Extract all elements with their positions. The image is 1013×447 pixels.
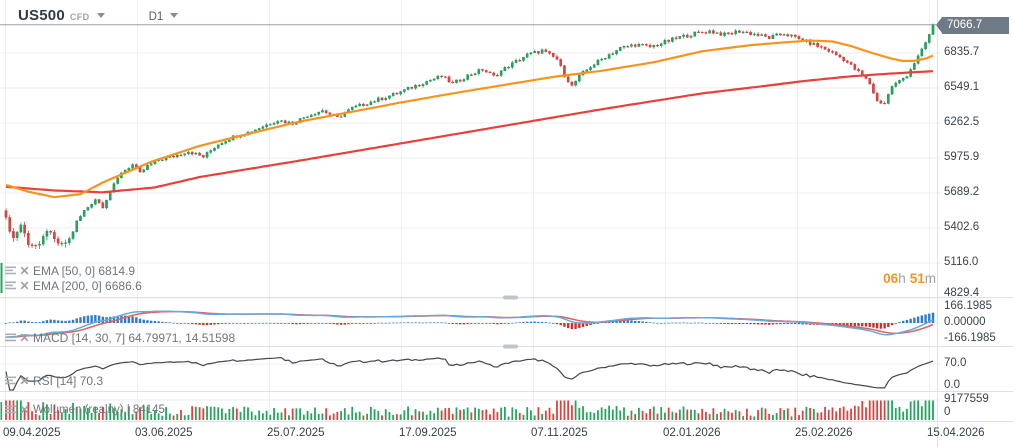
macd-layer: [4, 310, 935, 338]
symbol-dropdown-caret-icon[interactable]: [96, 13, 105, 18]
price-axis[interactable]: [937, 0, 1013, 421]
indicator-close-icon[interactable]: [20, 281, 29, 290]
indicator-settings-icon[interactable]: [5, 281, 16, 290]
panel-resize-handle[interactable]: [503, 344, 518, 349]
candles-layer: [0, 23, 936, 250]
symbol-label[interactable]: US500: [18, 7, 65, 24]
indicator-settings-icon[interactable]: [5, 333, 16, 342]
indicator-settings-icon[interactable]: [5, 405, 16, 414]
indicator-settings-icon[interactable]: [5, 376, 16, 385]
volume-bars: [0, 400, 934, 420]
indicator-settings-icon[interactable]: [5, 266, 16, 275]
timeframe-dropdown-caret-icon[interactable]: [170, 13, 179, 18]
indicator-close-icon[interactable]: [20, 405, 29, 414]
indicator-close-icon[interactable]: [20, 266, 29, 275]
rsi-layer: [5, 357, 934, 391]
time-axis[interactable]: [0, 422, 1013, 447]
gridlines: [0, 0, 941, 421]
indicator-close-icon[interactable]: [20, 333, 29, 342]
panel-resize-handle[interactable]: [503, 295, 518, 300]
timeframe-selector[interactable]: D1: [148, 11, 164, 23]
indicator-close-icon[interactable]: [20, 376, 29, 385]
